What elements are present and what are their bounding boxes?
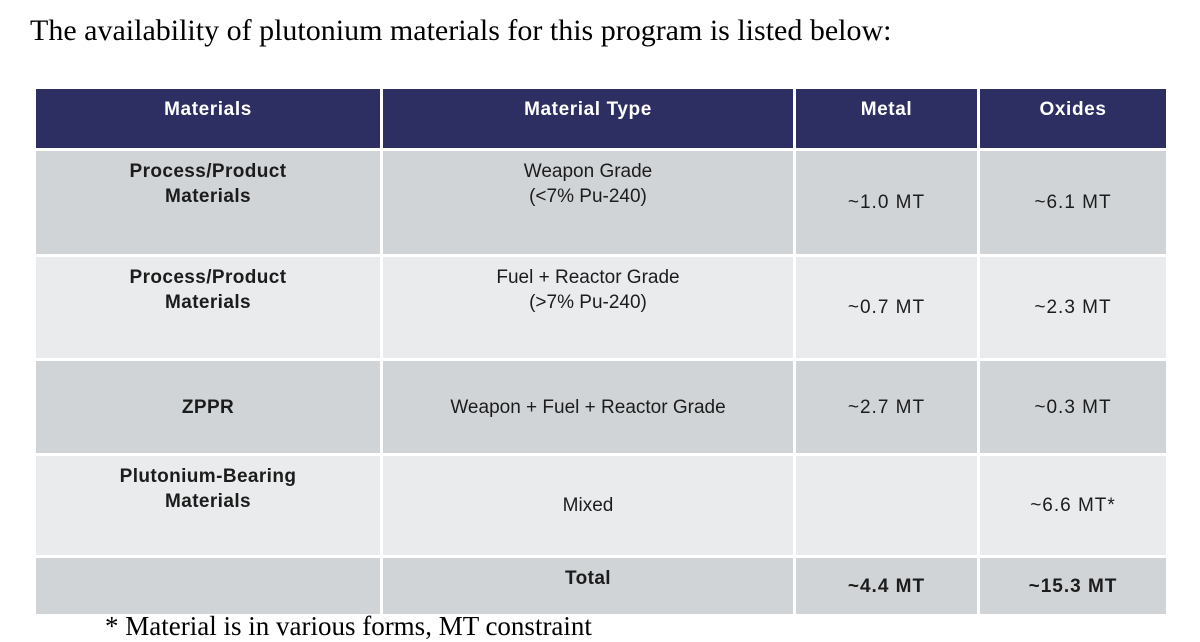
cell-oxides: ~0.3 MT <box>977 358 1169 456</box>
cell-metal: ~1.0 MT <box>793 148 980 257</box>
table-row: Process/Product Materials Weapon Grade (… <box>33 148 1169 257</box>
cell-metal: ~4.4 MT <box>793 555 980 617</box>
slide: { "page": { "title": "The availability o… <box>30 14 1169 641</box>
page-title: The availability of plutonium materials … <box>30 14 892 47</box>
cell-metal <box>793 453 980 558</box>
cell-material-type: Total <box>380 555 796 617</box>
cell-materials: Process/Product Materials <box>33 254 383 361</box>
cell-materials <box>33 555 383 617</box>
table-row: ZPPR Weapon + Fuel + Reactor Grade ~2.7 … <box>33 358 1169 456</box>
cell-materials: ZPPR <box>33 358 383 456</box>
cell-material-type: Mixed <box>380 453 796 558</box>
cell-materials: Process/Product Materials <box>33 148 383 257</box>
cell-metal: ~0.7 MT <box>793 254 980 361</box>
cell-material-type: Weapon + Fuel + Reactor Grade <box>380 358 796 456</box>
header-cell-material-type: Material Type <box>380 86 796 151</box>
header-cell-metal: Metal <box>793 86 980 151</box>
footnote-clipped: * Material is in various forms, MT const… <box>105 611 592 641</box>
table-header-row: Materials Material Type Metal Oxides <box>33 86 1169 151</box>
cell-material-type: Weapon Grade (<7% Pu-240) <box>380 148 796 257</box>
cell-oxides: ~2.3 MT <box>977 254 1169 361</box>
table-row: Plutonium-Bearing Materials Mixed ~6.6 M… <box>33 453 1169 558</box>
cell-materials: Plutonium-Bearing Materials <box>33 453 383 558</box>
header-cell-oxides: Oxides <box>977 86 1169 151</box>
header-cell-materials: Materials <box>33 86 383 151</box>
cell-material-type: Fuel + Reactor Grade (>7% Pu-240) <box>380 254 796 361</box>
table-row: Process/Product Materials Fuel + Reactor… <box>33 254 1169 361</box>
table-row-total: Total ~4.4 MT ~15.3 MT <box>33 555 1169 617</box>
cell-oxides: ~6.6 MT* <box>977 453 1169 558</box>
plutonium-materials-table: Materials Material Type Metal Oxides Pro… <box>33 86 1169 617</box>
cell-oxides: ~15.3 MT <box>977 555 1169 617</box>
cell-oxides: ~6.1 MT <box>977 148 1169 257</box>
cell-metal: ~2.7 MT <box>793 358 980 456</box>
